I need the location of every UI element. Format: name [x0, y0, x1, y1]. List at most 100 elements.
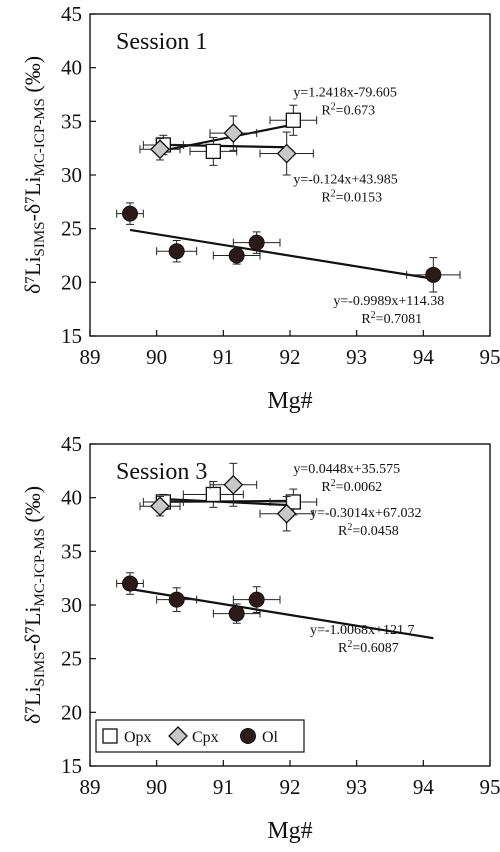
trend-r-squared: R2=0.7081 [361, 310, 422, 327]
y-tick-label: 25 [61, 217, 82, 241]
y-tick-label: 30 [61, 163, 82, 187]
data-point-ol [168, 243, 185, 260]
trend-r-squared: R2=0.0062 [321, 478, 382, 495]
r-squared-exponent: 2 [371, 310, 376, 321]
legend-label: Opx [124, 729, 152, 746]
trend-r-squared: R2=0.0458 [338, 522, 399, 539]
trend-equation: y=-0.3014x+67.032 [310, 506, 421, 521]
x-tick-label: 90 [146, 775, 167, 799]
r-squared-exponent: 2 [331, 478, 336, 489]
trend-line [129, 228, 434, 280]
data-point-cpx [150, 496, 170, 517]
data-point-opx [285, 112, 301, 128]
y-label-main: δ⁷Li [20, 256, 45, 294]
y-tick-label: 30 [61, 593, 82, 617]
trend-line [159, 123, 294, 153]
y-tick-label: 20 [61, 700, 82, 724]
y-label-unit: (‰) [20, 56, 45, 98]
x-tick-label: 89 [80, 345, 101, 369]
panel-title: Session 1 [116, 29, 207, 55]
chart-panel-2: 89 90 91 92 93 94 95 15 20 25 30 35 40 45 Mg# δ⁷LiSIMS-… [20, 432, 500, 844]
data-point-ol [248, 591, 265, 608]
data-point-ol [228, 247, 245, 264]
chart-panel-1: 89 90 91 92 93 94 95 15 20 25 30 35 40 45 Mg# δ⁷LiSIMS-… [20, 2, 500, 414]
x-tick-label: 91 [213, 775, 234, 799]
trend-equation: y=-0.124x+43.985 [293, 173, 397, 188]
x-tick-label: 93 [346, 345, 367, 369]
x-tick-label: 91 [213, 345, 234, 369]
legend-box [95, 719, 305, 753]
series-cpx [139, 115, 314, 176]
y-tick-label: 20 [61, 270, 82, 294]
error-bar [212, 603, 261, 624]
r-squared-r: R [338, 641, 348, 656]
data-point-cpx [223, 474, 244, 495]
y-tick-label: 45 [61, 2, 82, 26]
y-label-sub-sims: SIMS [32, 221, 48, 256]
y-label-unit: (‰) [20, 486, 45, 528]
y-tick-label: 40 [61, 486, 82, 510]
data-point-opx [205, 143, 221, 160]
trend-equation: y=1.2418x-79.605 [293, 86, 397, 101]
panel-title: Session 3 [116, 459, 207, 485]
r-squared-value: =0.0153 [336, 191, 382, 206]
r-squared-r: R [321, 104, 331, 119]
y-label-sub-sims: SIMS [32, 651, 48, 686]
data-point-ol [248, 234, 265, 251]
x-tick-label: 93 [346, 775, 367, 799]
trend-equation: y=0.0448x+35.575 [293, 462, 400, 477]
data-point-ol [228, 605, 245, 622]
data-point-ol [168, 591, 185, 608]
x-tick-label: 95 [480, 775, 500, 799]
x-axis-label: Mg# [267, 388, 312, 414]
data-point-cpx [276, 143, 297, 164]
series-ol [116, 572, 281, 624]
r-squared-r: R [321, 480, 331, 495]
r-squared-exponent: 2 [347, 522, 352, 533]
x-tick-label: 89 [80, 775, 101, 799]
r-squared-value: =0.6087 [352, 641, 398, 656]
x-axis-label: Mg# [267, 818, 312, 844]
y-label-sub-mcicpms: MC-ICP-MS [32, 528, 48, 606]
r-squared-value: =0.0062 [336, 480, 382, 495]
data-point-ol [425, 266, 442, 283]
trend-r-squared: R2=0.673 [321, 102, 375, 119]
y-label-main: δ⁷Li [20, 686, 45, 724]
y-tick-label: 45 [61, 432, 82, 456]
x-tick-label: 94 [413, 775, 435, 799]
trend-line [159, 497, 287, 507]
legend: Opx Cpx Ol [95, 719, 305, 753]
r-squared-exponent: 2 [331, 102, 336, 113]
r-squared-r: R [321, 191, 331, 206]
legend-marker-opx [102, 728, 118, 744]
plot-frame [89, 443, 491, 767]
trend-r-squared: R2=0.6087 [338, 639, 399, 656]
series-ol [116, 202, 461, 293]
y-tick-label: 15 [61, 324, 82, 348]
trend-equation: y=-1.0068x+121.7 [310, 623, 414, 638]
legend-label: Cpx [192, 729, 219, 746]
legend-label: Ol [262, 729, 279, 746]
data-point-opx [205, 486, 221, 503]
y-tick-label: 15 [61, 754, 82, 778]
x-tick-label: 94 [413, 345, 435, 369]
data-point-ol [122, 575, 138, 592]
r-squared-value: =0.0458 [352, 524, 398, 539]
y-label-mid: -δ⁷Li [20, 606, 45, 651]
data-point-cpx [223, 123, 244, 144]
legend-marker-ol [240, 728, 256, 744]
x-tick-label: 92 [280, 775, 301, 799]
y-tick-label: 40 [61, 56, 82, 80]
y-axis-label: δ⁷LiSIMS-δ⁷LiMC-ICP-MS (‰) [20, 486, 48, 724]
data-point-ol [122, 205, 138, 222]
trend-equation: y=-0.9989x+114.38 [333, 294, 444, 309]
r-squared-r: R [338, 524, 348, 539]
trend-r-squared: R2=0.0153 [321, 189, 382, 206]
r-squared-exponent: 2 [331, 189, 336, 200]
series-cpx [139, 462, 314, 532]
x-tick-label: 95 [480, 345, 500, 369]
y-tick-label: 35 [61, 539, 82, 563]
y-label-mid: -δ⁷Li [20, 176, 45, 221]
y-tick-label: 35 [61, 109, 82, 133]
